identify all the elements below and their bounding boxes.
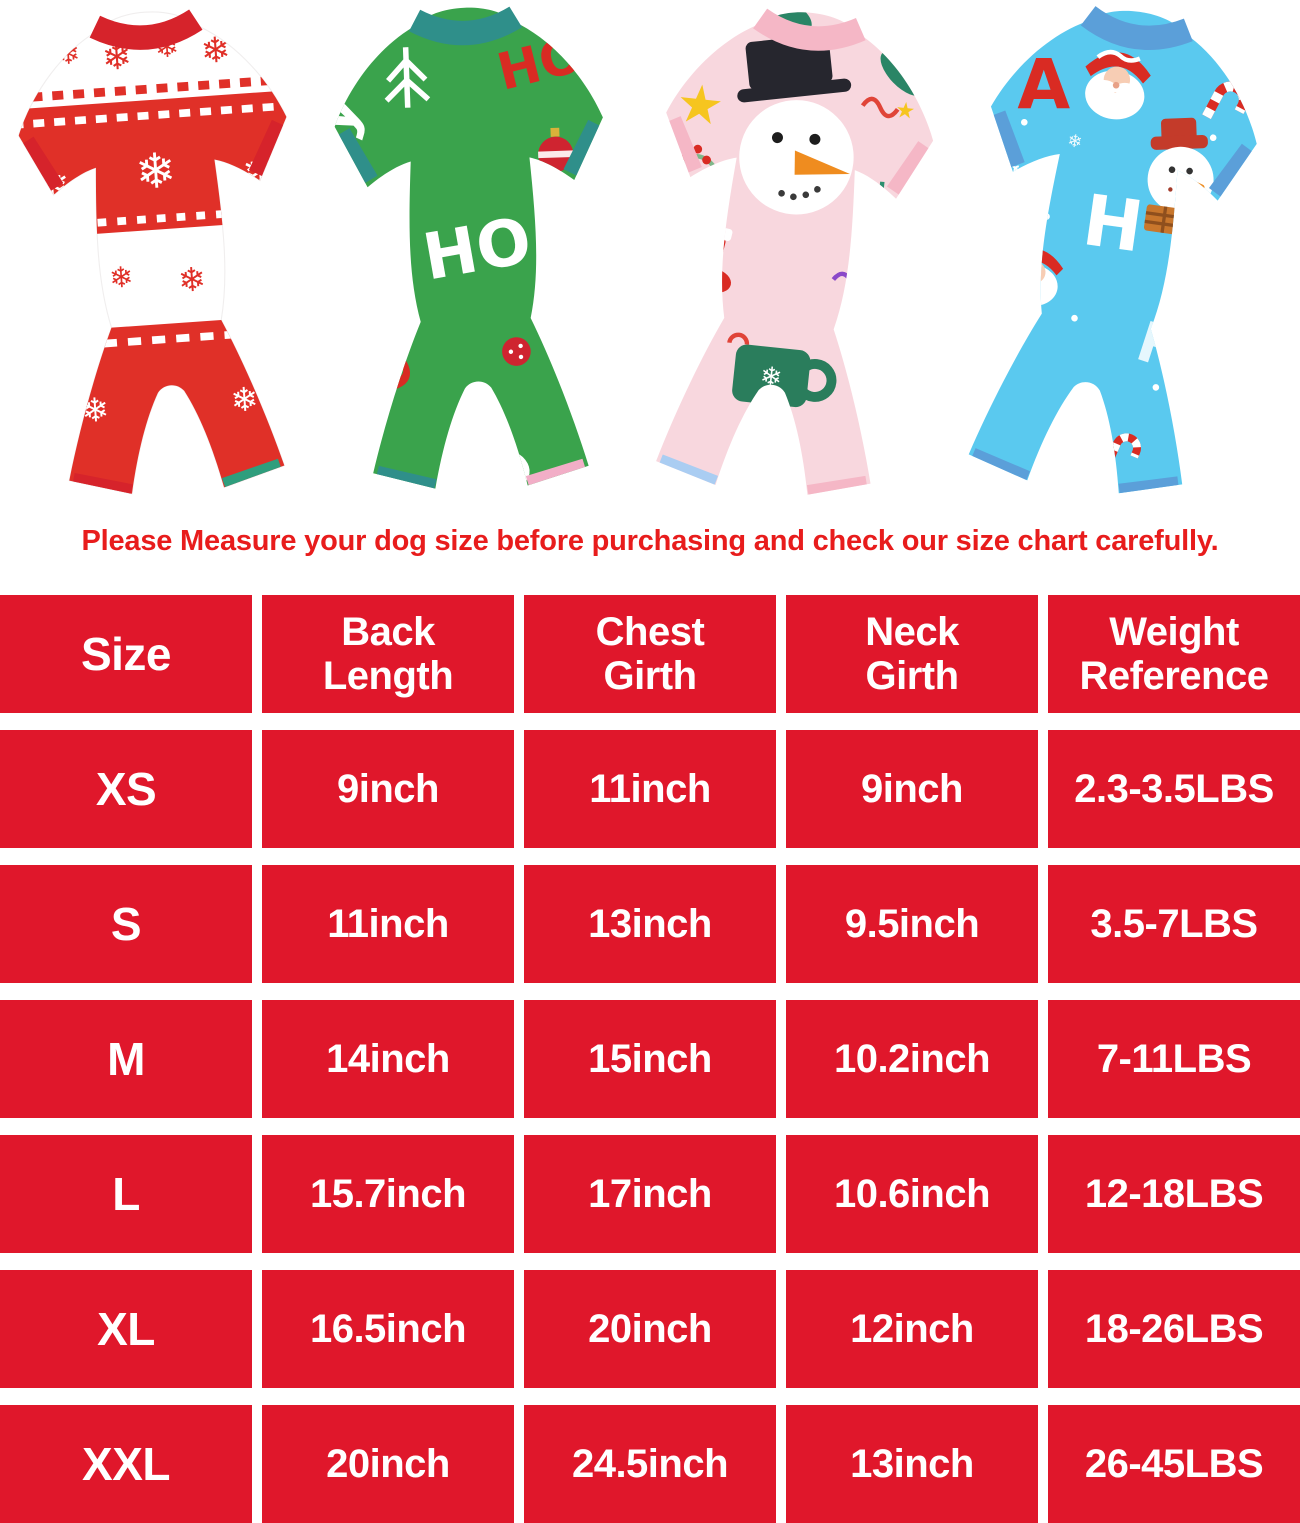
size-chart-cell: 14inch: [262, 1000, 514, 1118]
size-chart-header-neck-girth: Neck Girth: [786, 595, 1038, 713]
size-chart-cell: 20inch: [262, 1405, 514, 1523]
ho-text: HO: [418, 204, 537, 296]
size-chart-cell: 16.5inch: [262, 1270, 514, 1388]
size-chart-header-size: Size: [0, 595, 252, 713]
size-chart-cell: 11inch: [524, 730, 776, 848]
collar: [1080, 5, 1193, 50]
size-chart-cell: XL: [0, 1270, 252, 1388]
size-chart-cell: 13inch: [524, 865, 776, 983]
size-chart-cell: 11inch: [262, 865, 514, 983]
size-chart-cell: M: [0, 1000, 252, 1118]
confetti-squiggle: [860, 96, 900, 119]
size-chart-cell: 9inch: [262, 730, 514, 848]
product-photo-strip: oy HO HO HO HO: [0, 0, 1300, 500]
leg-cuff: [806, 475, 870, 500]
collar: [89, 9, 203, 50]
leg-cuff: [1118, 476, 1181, 500]
size-chart-cell: 13inch: [786, 1405, 1038, 1523]
red-sprig-icon: [555, 217, 590, 273]
collar: [409, 6, 523, 46]
collar: [753, 8, 866, 51]
size-chart-cell: 12inch: [786, 1270, 1038, 1388]
confetti-squiggle: [727, 332, 750, 345]
pajama-pink-snowman-image: [596, 0, 977, 500]
candy-cane-icon: [1104, 433, 1141, 465]
measure-warning-text: Please Measure your dog size before purc…: [81, 524, 1219, 557]
size-chart-cell: 10.6inch: [786, 1135, 1038, 1253]
leg-cuff: [372, 465, 437, 492]
letter-h-text: H: [1078, 179, 1148, 268]
size-chart-header-weight: Weight Reference: [1048, 595, 1300, 713]
size-chart-cell: 2.3-3.5LBS: [1048, 730, 1300, 848]
size-chart-cell: 9.5inch: [786, 865, 1038, 983]
mug-icon: [732, 344, 837, 408]
letter-a-text: A: [1017, 46, 1070, 125]
confetti-squiggle: [662, 302, 701, 325]
size-chart-cell: 20inch: [524, 1270, 776, 1388]
size-chart-cell: 26-45LBS: [1048, 1405, 1300, 1523]
red-bow-icon: [1235, 38, 1273, 70]
leg-cuff-pink: [525, 458, 591, 492]
pajama-blue-santa-image: A H H H: [908, 0, 1300, 500]
size-chart-cell: 3.5-7LBS: [1048, 865, 1300, 983]
size-chart-header-chest-girth: Chest Girth: [524, 595, 776, 713]
santa-icon: [1085, 49, 1151, 120]
size-chart-header-back-length: Back Length: [262, 595, 514, 713]
size-chart-cell: L: [0, 1135, 252, 1253]
tree-sprig-icon: [384, 47, 431, 108]
ornament-icon: [360, 202, 391, 242]
candy-cane-icon: [1004, 177, 1039, 222]
size-chart-cell: S: [0, 865, 252, 983]
size-chart-table: Size Back Length Chest Girth Neck Girth …: [0, 595, 1300, 1523]
ornament-icon: [502, 337, 531, 366]
size-chart-cell: 15inch: [524, 1000, 776, 1118]
size-chart-cell: 7-11LBS: [1048, 1000, 1300, 1118]
size-chart-cell: 24.5inch: [524, 1405, 776, 1523]
leg-cuff: [69, 472, 133, 500]
pajama-green-hohoho-image: oy HO HO HO HO: [299, 0, 646, 500]
size-chart-cell: 9inch: [786, 730, 1038, 848]
size-chart-cell: XXL: [0, 1405, 252, 1523]
size-chart-cell: 15.7inch: [262, 1135, 514, 1253]
size-chart-cell: 17inch: [524, 1135, 776, 1253]
size-chart-cell: 12-18LBS: [1048, 1135, 1300, 1253]
leg-cuff-green: [221, 458, 288, 500]
ornament-icon: [538, 127, 574, 172]
size-chart-cell: XS: [0, 730, 252, 848]
size-chart-cell: 18-26LBS: [1048, 1270, 1300, 1388]
size-chart-cell: 10.2inch: [786, 1000, 1038, 1118]
pajama-red-fairisle-image: [0, 0, 343, 500]
